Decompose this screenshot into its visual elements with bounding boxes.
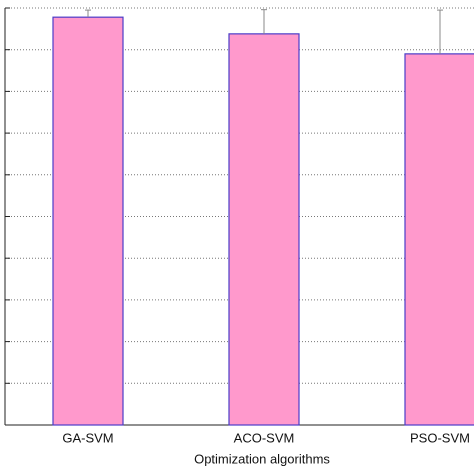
bar bbox=[404, 53, 474, 426]
bar bbox=[52, 16, 124, 426]
x-tick-label: ACO-SVM bbox=[234, 430, 295, 445]
x-tick-label: GA-SVM bbox=[62, 430, 113, 445]
x-tick-label: PSO-SVM bbox=[410, 430, 470, 445]
x-axis-label: Optimization algorithms bbox=[194, 451, 330, 466]
bar bbox=[228, 33, 300, 426]
